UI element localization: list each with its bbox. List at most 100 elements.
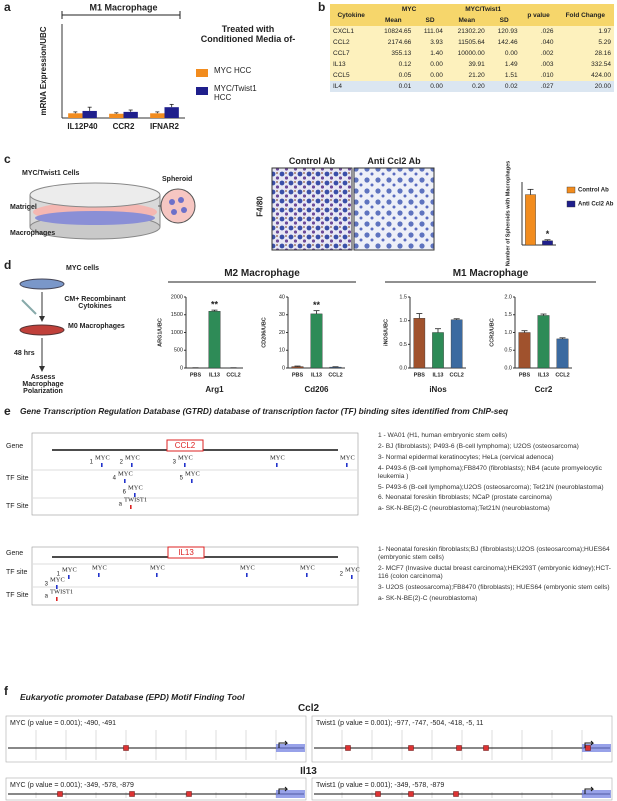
table-cell: CXCL1	[330, 26, 373, 37]
table-cell: 0.00	[487, 48, 521, 59]
table-cell: 1.49	[487, 59, 521, 70]
motif-site	[453, 791, 459, 797]
workflow-diagram	[19, 278, 65, 372]
table-cell: 0.00	[414, 81, 446, 92]
y-tick-label: 500	[174, 348, 183, 354]
table-cell: CCL7	[330, 48, 373, 59]
site-number: a	[119, 502, 123, 508]
micrograph	[353, 167, 435, 251]
y-axis-label: mRNA Expression/UBC	[39, 26, 48, 115]
bar	[413, 318, 426, 369]
table-cell: .010	[520, 70, 557, 81]
site-label: MYC	[50, 576, 65, 583]
y-tick-label: 1.0	[504, 330, 512, 336]
legend-label: Anti Ccl2 Ab	[578, 202, 614, 208]
tss-arrow	[584, 786, 595, 794]
site-mark	[98, 573, 100, 577]
legend-title: Treated with Conditioned Media of-	[200, 24, 296, 45]
diagram-label: MYC/Twist1 Cells	[22, 170, 80, 177]
tss-region	[582, 744, 611, 752]
note: 2- BJ (fibroblasts); P493-6 (B-cell lymp…	[378, 442, 579, 450]
site-mark	[101, 463, 103, 467]
y-axis-label: CCR2/UBC	[489, 318, 495, 346]
tss-arrow	[278, 740, 289, 748]
legend-label: MYC HCC	[214, 66, 252, 75]
x-tick-label: CCL2	[555, 372, 569, 378]
image-label: Anti Ccl2 Ab	[367, 156, 421, 166]
site-label: MYC	[240, 564, 255, 571]
tss-region	[582, 790, 611, 798]
table-cell: IL13	[330, 59, 373, 70]
legend-label: Control Ab	[578, 188, 609, 194]
note: 5- P493-6 (B-cell lymphoma);U2OS (osteos…	[378, 483, 604, 491]
table-cell: 21.20	[445, 70, 488, 81]
note-list: 1- Neonatal foreskin fibroblasts;BJ (fib…	[378, 546, 614, 605]
chart-title: Ccr2	[535, 385, 553, 394]
motif-label: Twist1 (p value = 0.001); -349, -578, -8…	[316, 782, 444, 789]
y-tick-label: 2.0	[504, 294, 512, 300]
y-tick-label: 1.5	[399, 294, 407, 300]
step-label: CM+ Recombinant Cytokines	[64, 296, 126, 310]
table-cell: 10824.65	[372, 26, 415, 37]
bar	[291, 366, 304, 369]
x-tick-label: CCL2	[449, 372, 463, 378]
table-row: IL4 0.01 0.00 0.20 0.02.027 20.00	[330, 81, 614, 92]
bar	[525, 194, 536, 246]
site-label: MYC	[62, 566, 77, 573]
bar	[450, 319, 463, 369]
site-number: a	[45, 594, 49, 600]
site-label: MYC	[125, 454, 140, 461]
motif-site	[456, 745, 462, 751]
track-row-label: Gene	[6, 550, 23, 557]
site-label: MYC	[270, 454, 285, 461]
site-mark	[68, 575, 70, 579]
motif-site	[129, 791, 135, 797]
subcolumn-header: Mean	[445, 15, 488, 26]
section-header: M2 Macrophage	[224, 268, 300, 279]
site-number: 1	[90, 460, 94, 466]
site-label: MYC	[128, 484, 143, 491]
site-label: MYC	[95, 454, 110, 461]
note: 4- P493-6 (B-cell lymphoma);FB8470 (fibr…	[378, 464, 602, 480]
chart-title: iNos	[429, 385, 447, 394]
panel-label: f	[4, 684, 8, 698]
table-cell: 111.04	[414, 26, 446, 37]
panel-label: b	[318, 0, 326, 14]
x-tick-label: CCL2	[226, 372, 240, 378]
tss-arrow	[584, 740, 595, 748]
note: 1 - WA01 (H1, human embryonic stem cells…	[378, 432, 508, 439]
gene-label: IL13	[178, 548, 194, 557]
site-label: MYC	[178, 454, 193, 461]
table-cell: 21302.20	[445, 26, 488, 37]
y-tick-label: 0.5	[504, 348, 512, 354]
site-mark	[306, 573, 308, 577]
bar	[310, 313, 323, 369]
motif-site	[408, 791, 414, 797]
bar	[432, 332, 444, 369]
tss-region	[276, 790, 305, 798]
x-tick-label: PBS	[414, 372, 426, 378]
column-header: Cytokine	[330, 4, 373, 26]
note: 3- U2OS (osteosarcoma);FB8470 (fibroblas…	[378, 583, 610, 591]
site-mark	[56, 597, 58, 601]
site-mark	[184, 463, 186, 467]
subcolumn-header: Mean	[372, 15, 415, 26]
table-cell: IL4	[330, 81, 373, 92]
motif-site	[408, 745, 414, 751]
chart-title: Cd206	[304, 385, 329, 394]
table-cell: 10000.00	[445, 48, 488, 59]
site-mark	[134, 493, 136, 497]
table-cell: 3.93	[414, 37, 446, 48]
dish-diagram	[29, 182, 196, 240]
track-row-label: TF Site	[6, 592, 29, 599]
bar	[542, 240, 553, 246]
table-cell: 5.29	[556, 37, 614, 48]
table-cell: 0.12	[372, 59, 415, 70]
track-row-label: TF site	[6, 569, 27, 576]
micrograph	[271, 167, 353, 251]
cytokine-table: Cytokine MYC MYC/Twist1 p value Fold Change …	[330, 4, 614, 92]
table-cell: 11505.64	[445, 37, 488, 48]
site-label: MYC	[150, 564, 165, 571]
motif-label: MYC (p value = 0.001); -490, -491	[10, 720, 116, 727]
x-tick-label: IL13	[311, 372, 322, 378]
